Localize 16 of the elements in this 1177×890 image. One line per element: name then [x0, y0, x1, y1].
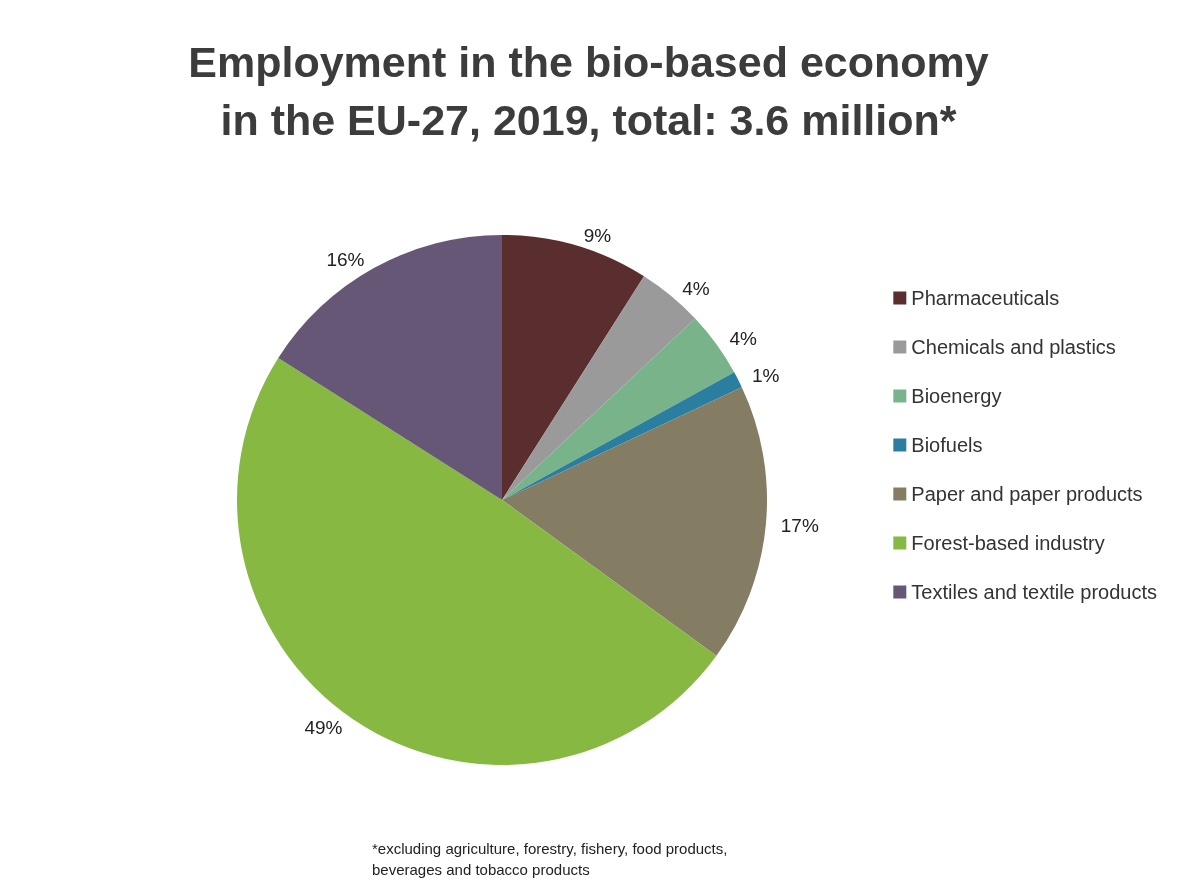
- legend-label: Pharmaceuticals: [911, 287, 1060, 309]
- legend-label: Forest-based industry: [911, 532, 1105, 554]
- legend-label: Bioenergy: [911, 385, 1002, 407]
- data-label: 1%: [752, 364, 780, 386]
- legend-label: Biofuels: [911, 434, 983, 456]
- legend-label: Chemicals and plastics: [911, 336, 1116, 358]
- data-label: 16%: [326, 248, 365, 270]
- legend-label: Paper and paper products: [911, 483, 1143, 505]
- legend-label: Textiles and textile products: [911, 581, 1157, 603]
- text: *excluding agriculture, forestry, fishery, food products, beverages and tobacco products: [372, 840, 728, 878]
- chart-title: Employment in the bio-based economy in the EU-27, 2019, total: 3.6 million*: [188, 38, 989, 144]
- data-label: 17%: [780, 515, 819, 537]
- data-label: 4%: [682, 277, 710, 299]
- data-label: 9%: [583, 225, 612, 247]
- data-label: 49%: [304, 716, 343, 738]
- data-label: 4%: [729, 327, 758, 349]
